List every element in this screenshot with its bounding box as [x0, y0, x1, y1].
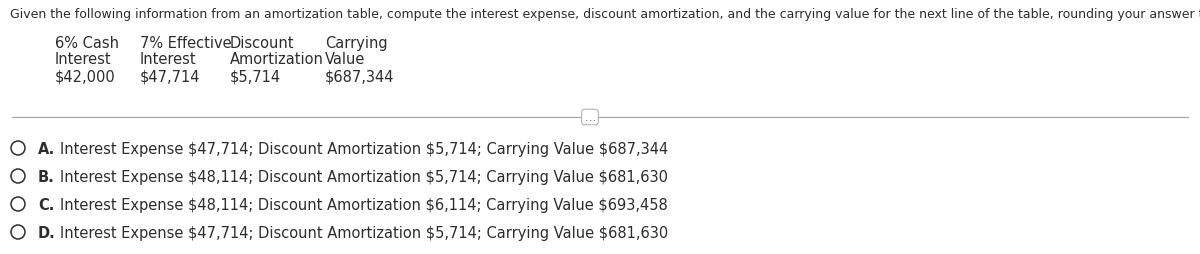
Text: Discount: Discount	[230, 36, 294, 51]
Text: $5,714: $5,714	[230, 70, 281, 85]
Text: 6% Cash: 6% Cash	[55, 36, 119, 51]
Text: B.: B.	[38, 169, 55, 184]
Text: …: …	[584, 113, 595, 122]
Text: Interest Expense $47,714; Discount Amortization $5,714; Carrying Value $687,344: Interest Expense $47,714; Discount Amort…	[60, 141, 668, 156]
Text: D.: D.	[38, 225, 55, 240]
Text: Carrying: Carrying	[325, 36, 388, 51]
Text: Interest Expense $48,114; Discount Amortization $5,714; Carrying Value $681,630: Interest Expense $48,114; Discount Amort…	[60, 169, 668, 184]
Text: C.: C.	[38, 197, 54, 212]
Text: Interest: Interest	[55, 52, 112, 67]
Text: Given the following information from an amortization table, compute the interest: Given the following information from an …	[10, 8, 1200, 21]
Text: Interest Expense $47,714; Discount Amortization $5,714; Carrying Value $681,630: Interest Expense $47,714; Discount Amort…	[60, 225, 668, 240]
Text: 7% Effective: 7% Effective	[140, 36, 232, 51]
Text: $687,344: $687,344	[325, 70, 395, 85]
Text: $42,000: $42,000	[55, 70, 115, 85]
Text: $47,714: $47,714	[140, 70, 200, 85]
Text: Interest: Interest	[140, 52, 197, 67]
Text: Amortization: Amortization	[230, 52, 324, 67]
Text: Interest Expense $48,114; Discount Amortization $6,114; Carrying Value $693,458: Interest Expense $48,114; Discount Amort…	[60, 197, 667, 212]
Text: Value: Value	[325, 52, 365, 67]
Text: A.: A.	[38, 141, 55, 156]
